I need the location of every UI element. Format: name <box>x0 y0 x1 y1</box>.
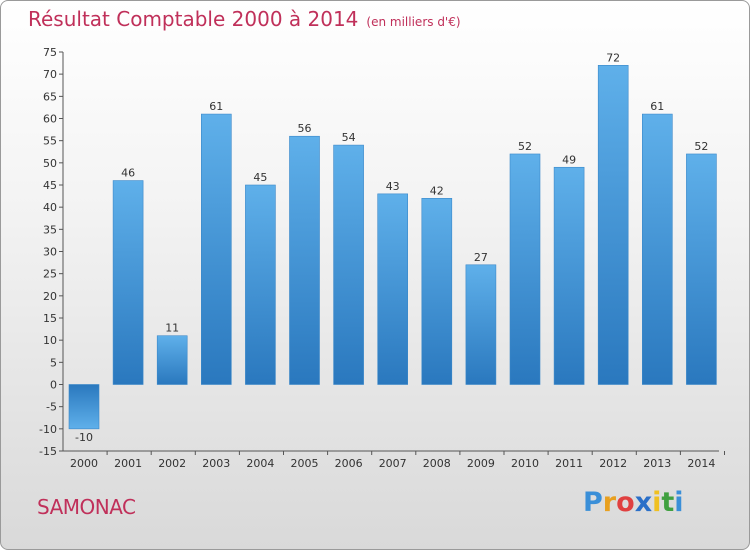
value-label: 54 <box>342 131 356 144</box>
x-tick-label: 2010 <box>511 457 539 470</box>
place-name: SAMONAC <box>37 495 136 519</box>
chart-subtitle: (en milliers d'€) <box>366 15 461 29</box>
value-label: 46 <box>121 167 135 180</box>
y-tick-label: 15 <box>43 312 57 325</box>
y-tick-label: -15 <box>39 445 57 458</box>
y-tick-label: 70 <box>43 68 57 81</box>
value-label: 61 <box>209 100 223 113</box>
value-label: 27 <box>474 251 488 264</box>
x-tick-label: 2008 <box>423 457 451 470</box>
value-label: 52 <box>694 140 708 153</box>
logo-letter: t <box>661 487 675 518</box>
y-tick-label: 30 <box>43 246 57 259</box>
bar-2005 <box>289 135 320 385</box>
x-tick-label: 2000 <box>70 457 98 470</box>
value-label: 45 <box>253 171 267 184</box>
y-tick-label: 0 <box>50 379 57 392</box>
y-tick-label: -5 <box>46 401 57 414</box>
logo-letter: r <box>602 487 617 518</box>
value-label: 49 <box>562 153 576 166</box>
x-tick-label: 2014 <box>687 457 715 470</box>
value-label: 11 <box>165 322 179 335</box>
x-tick-label: 2005 <box>291 457 319 470</box>
bar-2009 <box>465 264 497 385</box>
y-tick-label: 10 <box>43 334 57 347</box>
y-tick-label: 50 <box>43 157 57 170</box>
y-tick-label: 55 <box>43 135 57 148</box>
y-tick-label: 40 <box>43 201 57 214</box>
x-tick-label: 2001 <box>114 457 142 470</box>
value-label: 72 <box>606 51 620 64</box>
logo-letter: x <box>634 487 653 518</box>
bar-2010 <box>509 153 541 385</box>
bar-2008 <box>421 198 453 385</box>
value-label: 43 <box>386 180 400 193</box>
logo-letter: i <box>674 487 684 518</box>
value-label: 52 <box>518 140 532 153</box>
x-tick-label: 2002 <box>158 457 186 470</box>
y-tick-label: 5 <box>50 356 57 369</box>
bar-2007 <box>377 193 409 385</box>
bar-2004 <box>245 184 276 385</box>
bar-2014 <box>686 153 717 385</box>
bar-2001 <box>112 180 144 385</box>
title-text: Résultat Comptable 2000 à 2014 <box>28 7 359 31</box>
bar-2003 <box>201 113 232 385</box>
bar-2011 <box>553 166 585 385</box>
y-tick-label: 65 <box>43 90 57 103</box>
value-label: 42 <box>430 184 444 197</box>
x-tick-label: 2011 <box>555 457 583 470</box>
x-tick-label: 2009 <box>467 457 495 470</box>
axes: -15 -10 -5 0 5 10 15 20 25 30 35 40 45 50 55 60 65 70 75 20… <box>39 46 725 470</box>
y-tick-label: 75 <box>43 46 57 59</box>
x-tick-label: 2013 <box>643 457 671 470</box>
logo-letter: o <box>616 487 635 518</box>
y-tick-label: 60 <box>43 113 57 126</box>
x-tick-label: 2003 <box>202 457 230 470</box>
bars <box>68 65 717 430</box>
x-tick-label: 2007 <box>379 457 407 470</box>
bar-2012 <box>597 65 629 385</box>
x-tick-label: 2012 <box>599 457 627 470</box>
y-tick-label: -10 <box>39 423 57 436</box>
x-tick-label: 2004 <box>246 457 274 470</box>
value-label: -10 <box>75 431 93 444</box>
logo-letter: i <box>652 487 662 518</box>
bar-2006 <box>333 144 364 385</box>
bar-2000 <box>68 384 100 430</box>
value-label: 61 <box>650 100 664 113</box>
value-label: 56 <box>298 122 312 135</box>
logo-letter: P <box>583 487 603 518</box>
bar-2002 <box>156 335 188 385</box>
y-tick-label: 20 <box>43 290 57 303</box>
y-tick-label: 45 <box>43 179 57 192</box>
bar-2013 <box>641 113 673 385</box>
data-labels: -10 46 11 61 45 56 54 43 42 27 52 49 72 61 52 <box>75 51 708 444</box>
y-tick-label: 25 <box>43 268 57 281</box>
proxiti-logo[interactable]: Proxiti <box>583 487 684 518</box>
chart-title: Résultat Comptable 2000 à 2014 (en millie… <box>28 7 461 31</box>
y-tick-label: 35 <box>43 223 57 236</box>
x-tick-label: 2006 <box>335 457 363 470</box>
